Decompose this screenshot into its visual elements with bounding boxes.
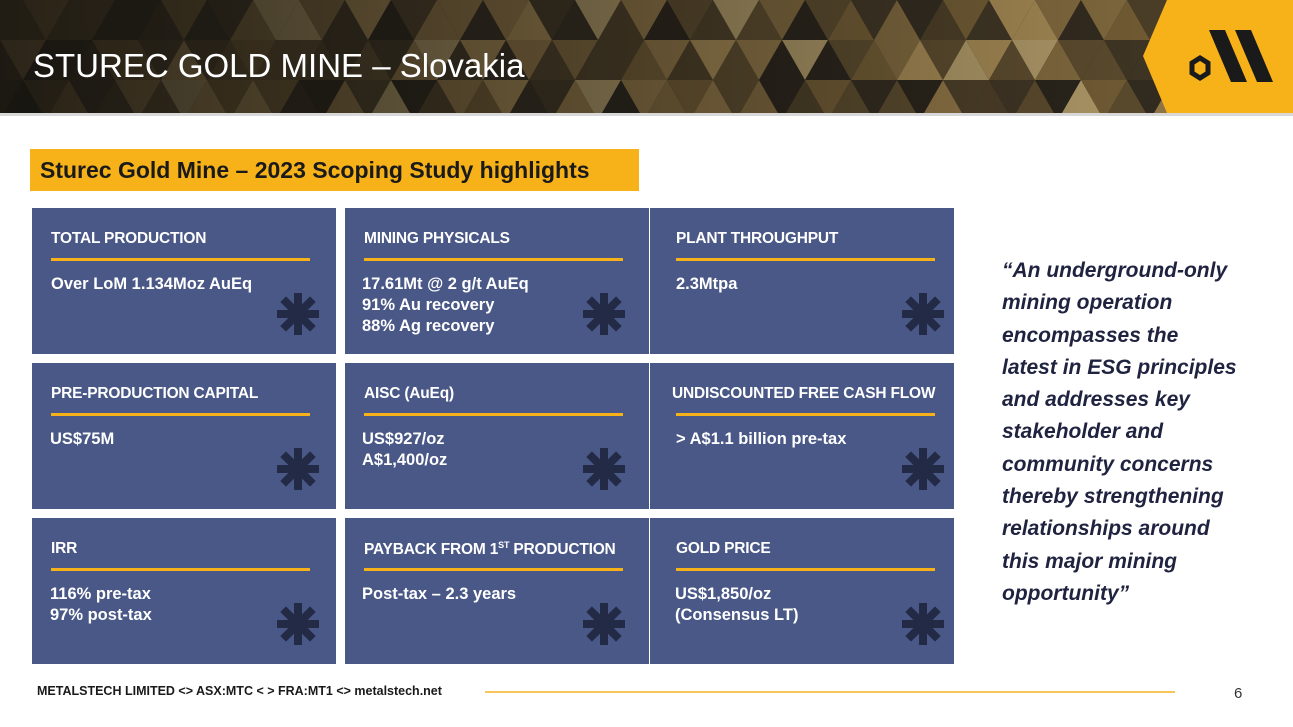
card-value: A$1,400/oz bbox=[362, 451, 448, 469]
card-value: US$1,850/oz bbox=[675, 585, 772, 603]
page-number: 6 bbox=[1234, 685, 1243, 702]
quote-line: thereby strengthening bbox=[1002, 485, 1224, 509]
card-body: 2.3Mtpa bbox=[676, 274, 737, 295]
card-pre-production-capital: PRE-PRODUCTION CAPITAL US$75M bbox=[32, 363, 336, 509]
footer-divider bbox=[485, 691, 1175, 693]
quote-line: stakeholder and bbox=[1002, 420, 1164, 444]
card-value: 88% Ag recovery bbox=[362, 317, 495, 335]
asterisk-icon bbox=[583, 603, 625, 645]
asterisk-icon bbox=[277, 293, 319, 335]
footer-company-info: METALSTECH LIMITED <> ASX:MTC < > FRA:MT… bbox=[37, 684, 442, 698]
card-divider bbox=[364, 258, 623, 261]
card-aisc: AISC (AuEq) US$927/oz A$1,400/oz bbox=[345, 363, 649, 509]
card-title: PLANT THROUGHPUT bbox=[676, 230, 839, 247]
card-body: US$927/oz A$1,400/oz bbox=[362, 429, 447, 471]
asterisk-icon bbox=[902, 448, 944, 490]
quote-line: encompasses the bbox=[1002, 323, 1179, 347]
card-divider bbox=[51, 258, 310, 261]
card-body: Over LoM 1.134Moz AuEq bbox=[51, 274, 252, 295]
card-value: 91% Au recovery bbox=[362, 296, 495, 314]
card-title: MINING PHYSICALS bbox=[364, 230, 510, 247]
quote-line: “An underground-only bbox=[1002, 259, 1228, 282]
card-title: AISC (AuEq) bbox=[364, 385, 454, 402]
asterisk-icon bbox=[277, 448, 319, 490]
card-value: 2.3Mtpa bbox=[676, 275, 738, 293]
asterisk-icon bbox=[583, 293, 625, 335]
card-title: GOLD PRICE bbox=[676, 540, 771, 557]
card-free-cash-flow: UNDISCOUNTED FREE CASH FLOW > A$1.1 bill… bbox=[650, 363, 954, 509]
card-divider bbox=[676, 413, 935, 416]
asterisk-icon bbox=[583, 448, 625, 490]
card-title-superscript: ST bbox=[498, 540, 510, 550]
card-value: 97% post-tax bbox=[50, 606, 152, 624]
quote-line: community concerns bbox=[1002, 452, 1214, 476]
quote-line: opportunity” bbox=[1002, 581, 1130, 605]
card-value: US$927/oz bbox=[362, 430, 445, 448]
metalstech-logo-icon bbox=[1143, 0, 1293, 113]
asterisk-icon bbox=[902, 293, 944, 335]
quote-line: this major mining bbox=[1002, 549, 1178, 573]
card-irr: IRR 116% pre-tax 97% post-tax bbox=[32, 518, 336, 664]
card-divider bbox=[364, 413, 623, 416]
card-value: > A$1.1 billion pre-tax bbox=[676, 430, 847, 448]
page-title: STUREC GOLD MINE – Slovakia bbox=[33, 47, 525, 84]
card-title-text: PAYBACK FROM 1 bbox=[364, 541, 499, 559]
card-value: Over LoM 1.134Moz AuEq bbox=[51, 275, 253, 293]
card-divider bbox=[51, 568, 310, 571]
card-payback: PAYBACK FROM 1ST PRODUCTION Post-tax – 2… bbox=[345, 518, 649, 664]
card-title: UNDISCOUNTED FREE CASH FLOW bbox=[672, 385, 936, 402]
card-body: Post-tax – 2.3 years bbox=[362, 584, 516, 605]
header-banner: STUREC GOLD MINE – Slovakia bbox=[0, 0, 1293, 113]
card-gold-price: GOLD PRICE US$1,850/oz (Consensus LT) bbox=[650, 518, 954, 664]
header-divider bbox=[0, 113, 1293, 116]
quote-line: and addresses key bbox=[1002, 388, 1190, 412]
card-mining-physicals: MINING PHYSICALS 17.61Mt @ 2 g/t AuEq 91… bbox=[345, 208, 649, 354]
card-divider bbox=[676, 568, 935, 571]
card-value: 17.61Mt @ 2 g/t AuEq bbox=[362, 275, 529, 293]
asterisk-icon bbox=[277, 603, 319, 645]
card-body: > A$1.1 billion pre-tax bbox=[676, 429, 846, 450]
quote-line: relationships around bbox=[1002, 517, 1210, 541]
highlight-quote: “An underground-only mining operation en… bbox=[1002, 255, 1272, 610]
card-value: Post-tax – 2.3 years bbox=[362, 585, 517, 603]
card-title: TOTAL PRODUCTION bbox=[51, 230, 207, 247]
card-value: US$75M bbox=[50, 430, 115, 448]
card-plant-throughput: PLANT THROUGHPUT 2.3Mtpa bbox=[650, 208, 954, 354]
card-value: (Consensus LT) bbox=[675, 606, 799, 624]
card-title: PRE-PRODUCTION CAPITAL bbox=[51, 385, 259, 402]
card-title: IRR bbox=[51, 540, 78, 557]
card-divider bbox=[364, 568, 623, 571]
card-value: 116% pre-tax bbox=[50, 585, 151, 603]
card-total-production: TOTAL PRODUCTION Over LoM 1.134Moz AuEq bbox=[32, 208, 336, 354]
card-title: PAYBACK FROM 1ST PRODUCTION bbox=[364, 540, 616, 559]
quote-line: mining operation bbox=[1002, 291, 1173, 315]
card-body: US$1,850/oz (Consensus LT) bbox=[675, 584, 798, 626]
quote-line: latest in ESG principles bbox=[1002, 355, 1237, 379]
card-body: 17.61Mt @ 2 g/t AuEq 91% Au recovery 88%… bbox=[362, 274, 529, 337]
card-body: 116% pre-tax 97% post-tax bbox=[50, 584, 152, 626]
section-heading-text: Sturec Gold Mine – 2023 Scoping Study hi… bbox=[40, 156, 590, 183]
header-overlay bbox=[0, 0, 1293, 113]
card-title-text-end: PRODUCTION bbox=[509, 541, 616, 559]
section-heading: Sturec Gold Mine – 2023 Scoping Study hi… bbox=[30, 149, 639, 191]
card-divider bbox=[51, 413, 310, 416]
card-body: US$75M bbox=[50, 429, 114, 450]
card-divider bbox=[676, 258, 935, 261]
asterisk-icon bbox=[902, 603, 944, 645]
